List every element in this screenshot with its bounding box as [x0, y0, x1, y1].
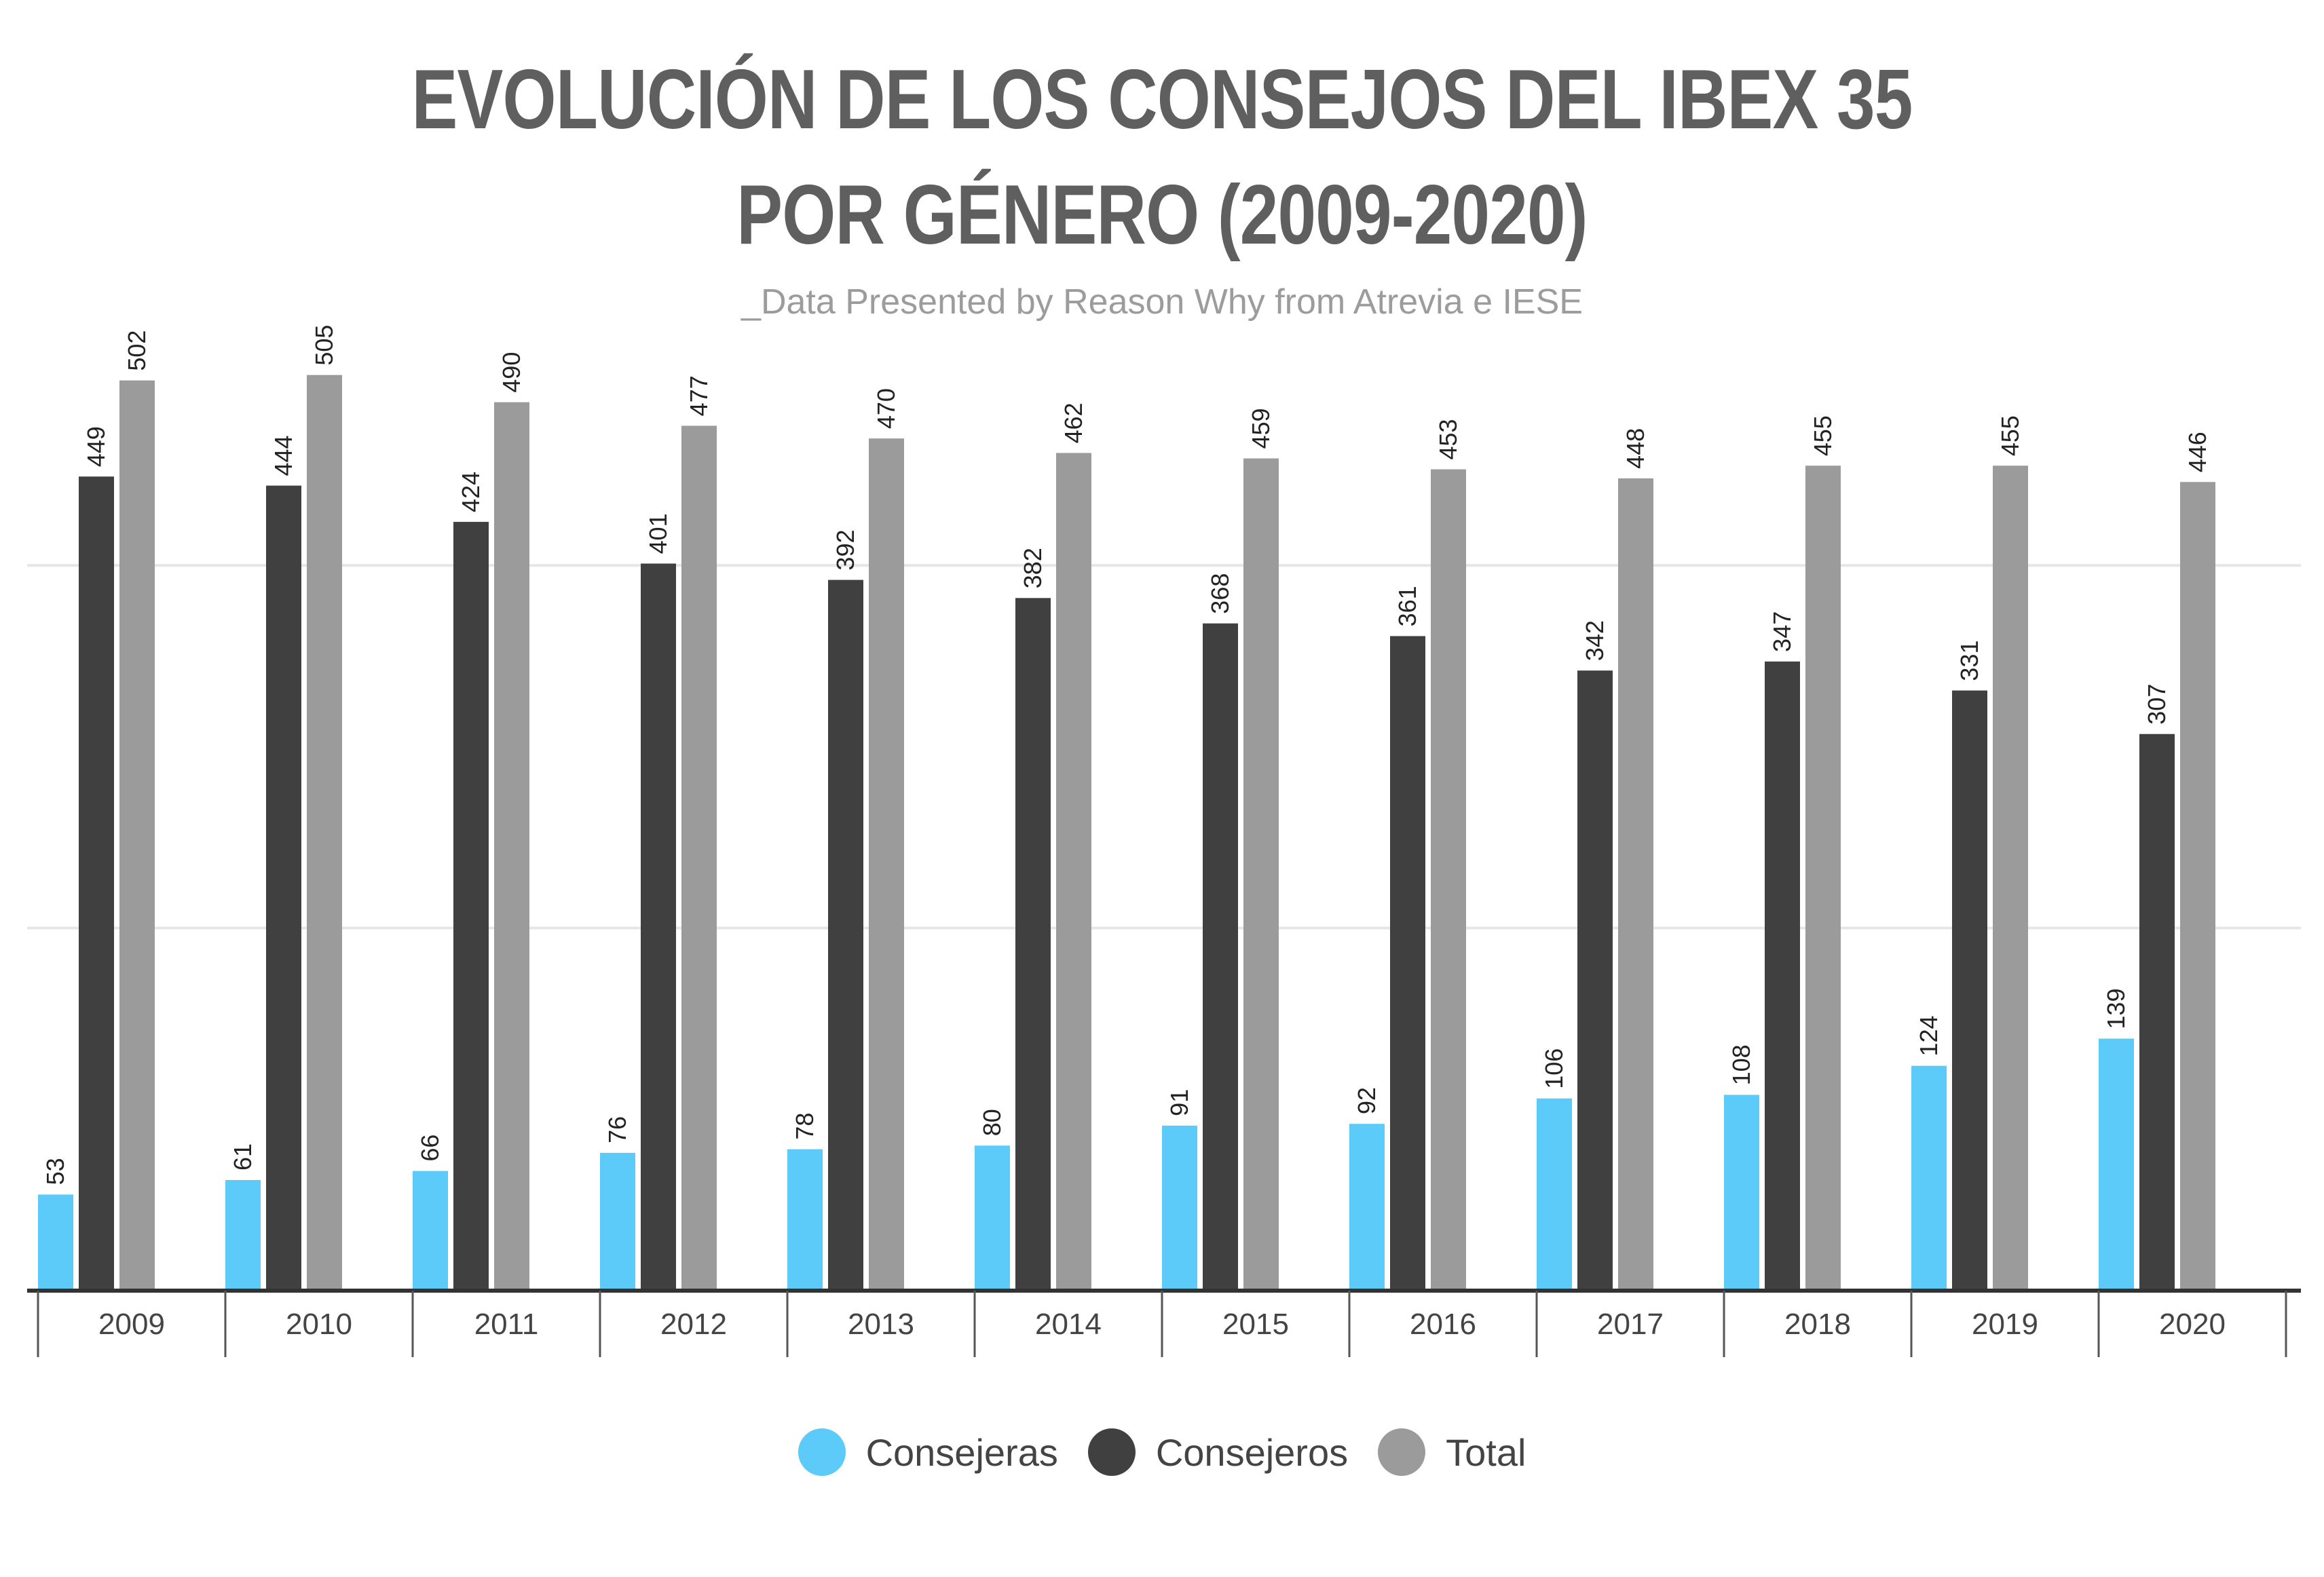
x-tick-label-2020: 2020	[2159, 1308, 2226, 1341]
chart-title-line-2: POR GÉNERO (2009-2020)	[736, 168, 1588, 262]
x-tick-label-2011: 2011	[474, 1308, 539, 1341]
data-label-total-2019: 455	[1996, 415, 2024, 456]
data-label-consejeras-2020: 139	[2102, 989, 2130, 1029]
bar-total-2014	[1056, 453, 1091, 1291]
data-label-consejeras-2017: 106	[1540, 1048, 1568, 1089]
data-label-consejeras-2015: 91	[1165, 1089, 1193, 1116]
bar-consejeras-2016	[1349, 1124, 1385, 1291]
bar-consejeras-2015	[1162, 1125, 1197, 1291]
data-label-total-2009: 502	[123, 330, 151, 371]
x-tick-label-2013: 2013	[848, 1308, 914, 1341]
data-label-total-2015: 459	[1247, 408, 1275, 449]
data-label-consejeros-2013: 392	[831, 529, 859, 570]
x-tick-label-2010: 2010	[286, 1308, 352, 1341]
data-label-total-2020: 446	[2184, 432, 2211, 472]
legend-swatch-consejeros	[1087, 1428, 1136, 1476]
bar-total-2013	[869, 438, 904, 1291]
bar-total-2020	[2180, 482, 2215, 1291]
legend-item-consejeros: Consejeros	[1087, 1428, 1349, 1476]
data-label-consejeros-2014: 382	[1019, 548, 1047, 588]
bar-total-2011	[494, 402, 529, 1291]
bar-total-2018	[1805, 466, 1841, 1291]
legend-label-total: Total	[1446, 1430, 1526, 1474]
data-label-total-2013: 470	[872, 388, 900, 429]
bar-total-2016	[1431, 469, 1466, 1291]
data-label-consejeros-2009: 449	[82, 426, 110, 467]
data-label-consejeras-2018: 108	[1727, 1044, 1755, 1085]
bar-consejeras-2014	[975, 1145, 1010, 1291]
data-label-consejeras-2009: 53	[41, 1158, 69, 1185]
bar-consejeras-2013	[787, 1149, 823, 1291]
bar-consejeros-2012	[641, 563, 676, 1291]
data-label-consejeras-2011: 66	[416, 1135, 444, 1162]
data-label-total-2016: 453	[1434, 419, 1462, 460]
data-label-consejeros-2020: 307	[2143, 684, 2171, 725]
x-tick-label-2017: 2017	[1597, 1308, 1664, 1341]
chart-subtitle: _Data Presented by Reason Why from Atrev…	[741, 282, 1583, 322]
bar-consejeros-2020	[2139, 734, 2175, 1291]
bar-consejeras-2009	[38, 1194, 73, 1291]
legend-label-consejeros: Consejeros	[1155, 1430, 1349, 1474]
bar-consejeros-2019	[1952, 690, 1987, 1291]
legend-item-total: Total	[1378, 1428, 1526, 1476]
data-label-consejeros-2016: 361	[1393, 586, 1421, 626]
legend-item-consejeras: Consejeras	[798, 1428, 1058, 1476]
bar-consejeros-2015	[1203, 623, 1238, 1291]
x-tick-label-2014: 2014	[1035, 1308, 1102, 1341]
bar-total-2010	[307, 375, 342, 1291]
data-label-consejeras-2014: 80	[978, 1109, 1006, 1136]
data-label-consejeros-2017: 342	[1581, 620, 1609, 661]
legend-swatch-consejeras	[798, 1428, 846, 1476]
bar-consejeras-2012	[600, 1152, 635, 1291]
data-label-total-2010: 505	[310, 325, 338, 366]
data-label-consejeras-2016: 92	[1353, 1087, 1381, 1114]
bar-total-2019	[1993, 466, 2028, 1291]
data-label-total-2011: 490	[498, 352, 525, 393]
bar-consejeros-2010	[266, 485, 301, 1291]
legend-label-consejeras: Consejeras	[865, 1430, 1058, 1474]
data-label-total-2017: 448	[1622, 428, 1649, 469]
data-label-consejeras-2010: 61	[229, 1143, 257, 1171]
bar-consejeros-2013	[828, 580, 863, 1291]
data-label-consejeros-2011: 424	[457, 472, 485, 512]
bar-consejeros-2017	[1577, 670, 1613, 1291]
legend-swatch-total	[1378, 1428, 1426, 1476]
bar-consejeros-2014	[1015, 598, 1051, 1291]
bar-total-2009	[119, 380, 155, 1291]
bar-consejeros-2016	[1390, 636, 1425, 1291]
x-tick-label-2009: 2009	[98, 1308, 165, 1341]
bar-consejeras-2018	[1724, 1095, 1759, 1291]
x-tick-label-2018: 2018	[1784, 1308, 1851, 1341]
bar-consejeras-2011	[413, 1171, 448, 1291]
bar-consejeras-2017	[1537, 1098, 1572, 1291]
legend: Consejeras Consejeros Total	[0, 1418, 2324, 1486]
x-tick-label-2012: 2012	[660, 1308, 727, 1341]
data-label-consejeros-2010: 444	[269, 436, 297, 476]
bar-total-2017	[1618, 478, 1653, 1291]
bar-consejeros-2009	[79, 476, 114, 1291]
bar-consejeras-2020	[2099, 1038, 2134, 1291]
bar-total-2012	[681, 425, 717, 1291]
data-label-consejeros-2018: 347	[1768, 611, 1796, 652]
data-label-consejeros-2012: 401	[644, 513, 672, 554]
x-tick-label-2016: 2016	[1410, 1308, 1476, 1341]
chart-title-line-1: EVOLUCIÓN DE LOS CONSEJOS DEL IBEX 35	[411, 53, 1913, 147]
bar-consejeras-2010	[225, 1180, 261, 1291]
x-tick-label-2019: 2019	[1972, 1308, 2038, 1341]
data-label-consejeras-2013: 78	[791, 1113, 819, 1140]
data-label-consejeras-2012: 76	[603, 1116, 631, 1143]
bar-consejeros-2011	[453, 522, 489, 1291]
data-label-consejeras-2019: 124	[1915, 1016, 1943, 1057]
data-label-total-2014: 462	[1060, 402, 1087, 443]
x-tick-label-2015: 2015	[1222, 1308, 1289, 1341]
data-label-consejeros-2015: 368	[1206, 573, 1234, 614]
bar-consejeras-2019	[1911, 1065, 1947, 1291]
bar-consejeros-2018	[1765, 661, 1800, 1291]
bar-total-2015	[1243, 458, 1279, 1291]
data-label-total-2012: 477	[685, 375, 713, 416]
data-label-total-2018: 455	[1809, 415, 1837, 456]
data-label-consejeros-2019: 331	[1955, 640, 1983, 681]
